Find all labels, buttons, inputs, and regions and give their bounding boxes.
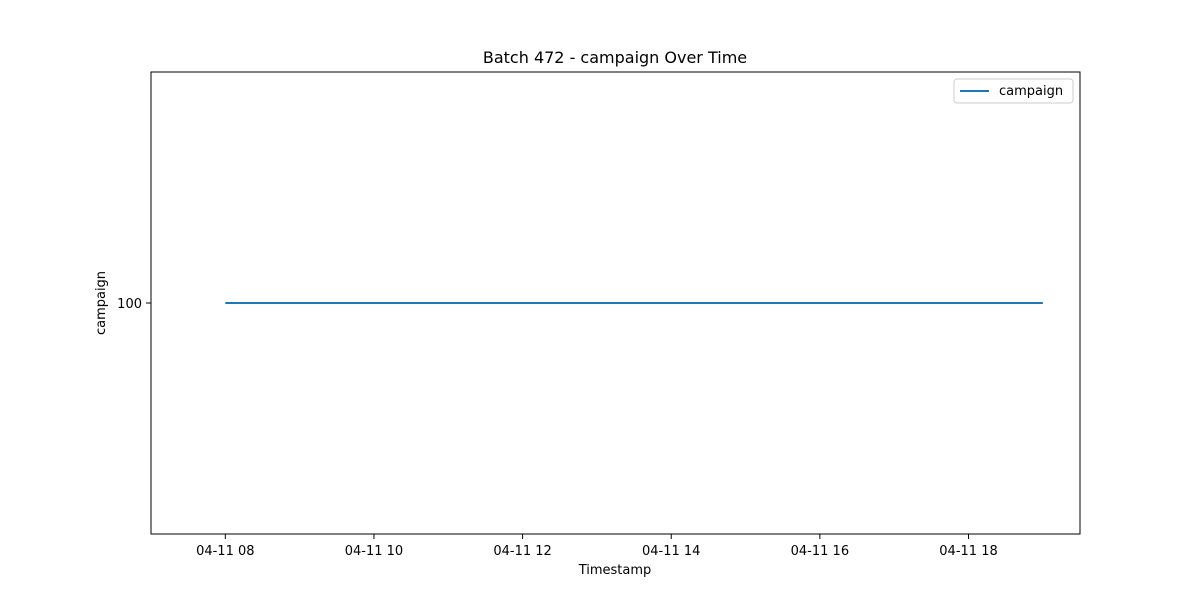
x-axis-ticks: 04-11 08 04-11 10 04-11 12 04-11 14 04-11 16…	[196, 534, 998, 559]
chart-title: Batch 472 - campaign Over Time	[483, 48, 747, 67]
x-axis-label: Timestamp	[578, 563, 652, 578]
y-axis-ticks: 100	[117, 297, 151, 312]
y-tick-label: 100	[117, 297, 142, 312]
x-tick-label: 04-11 10	[345, 544, 403, 559]
y-axis-label: campaign	[94, 271, 109, 335]
x-tick-label: 04-11 18	[939, 544, 997, 559]
x-tick-label: 04-11 14	[642, 544, 700, 559]
legend-box	[953, 78, 1074, 104]
x-tick-label: 04-11 12	[493, 544, 551, 559]
x-tick-label: 04-11 08	[196, 544, 254, 559]
x-tick-label: 04-11 16	[791, 544, 849, 559]
legend: campaign	[953, 78, 1074, 104]
legend-label: campaign	[999, 84, 1063, 99]
